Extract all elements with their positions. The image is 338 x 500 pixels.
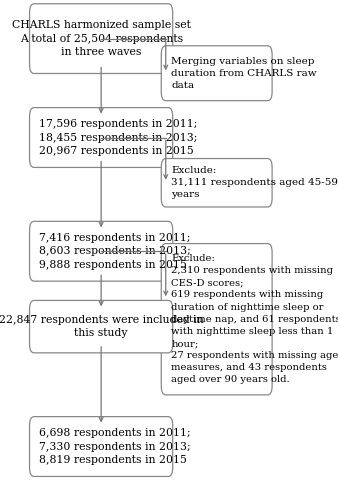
FancyBboxPatch shape [29,108,173,168]
Text: Exclude:
2,310 respondents with missing
CES-D scores;
619 respondents with missi: Exclude: 2,310 respondents with missing … [171,254,338,384]
Text: 7,416 respondents in 2011;
8,603 respondents in 2013;
9,888 respondents in 2015: 7,416 respondents in 2011; 8,603 respond… [40,232,191,270]
Text: 6,698 respondents in 2011;
7,330 respondents in 2013;
8,819 respondents in 2015: 6,698 respondents in 2011; 7,330 respond… [40,428,191,465]
Text: CHARLS harmonized sample set
A total of 25,504 respondents
in three waves: CHARLS harmonized sample set A total of … [12,20,191,57]
FancyBboxPatch shape [161,46,272,100]
FancyBboxPatch shape [161,244,272,395]
FancyBboxPatch shape [29,222,173,281]
Text: Exclude:
31,111 respondents aged 45-59
years: Exclude: 31,111 respondents aged 45-59 y… [171,166,338,200]
FancyBboxPatch shape [29,300,173,353]
Text: Merging variables on sleep
duration from CHARLS raw
data: Merging variables on sleep duration from… [171,56,317,90]
FancyBboxPatch shape [29,416,173,476]
FancyBboxPatch shape [29,4,173,73]
FancyBboxPatch shape [161,158,272,207]
Text: 17,596 respondents in 2011;
18,455 respondents in 2013;
20,967 respondents in 20: 17,596 respondents in 2011; 18,455 respo… [40,119,198,156]
Text: 22,847 respondents were included in
this study: 22,847 respondents were included in this… [0,315,203,338]
